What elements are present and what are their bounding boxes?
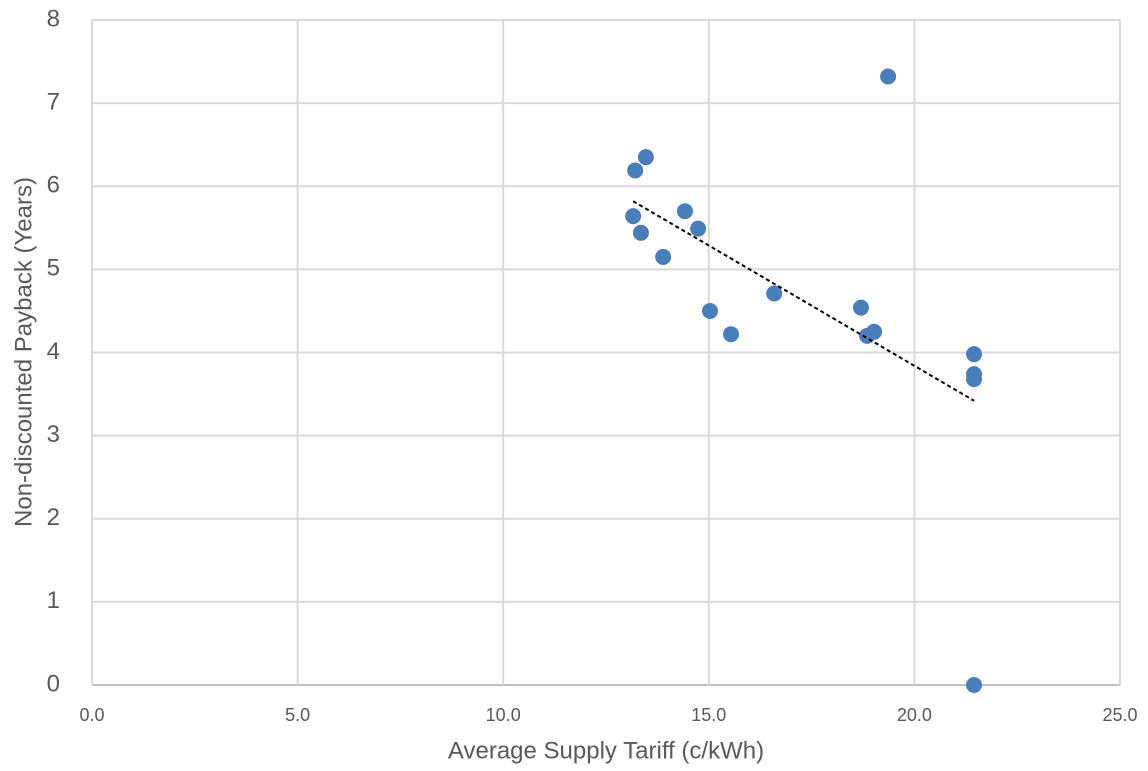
x-tick-label: 5.0 bbox=[285, 705, 310, 725]
x-tick-label: 0.0 bbox=[79, 705, 104, 725]
point bbox=[859, 327, 876, 344]
y-tick-label: 1 bbox=[47, 587, 60, 614]
point bbox=[966, 677, 983, 693]
point bbox=[966, 371, 983, 388]
point bbox=[880, 68, 897, 85]
point bbox=[690, 220, 707, 237]
point bbox=[852, 299, 869, 316]
y-tick-label: 8 bbox=[47, 5, 60, 32]
point bbox=[627, 162, 644, 179]
y-tick-label: 4 bbox=[47, 338, 60, 365]
point bbox=[676, 203, 693, 220]
x-tick-label: 15.0 bbox=[691, 705, 726, 725]
y-tick-label: 0 bbox=[47, 670, 60, 697]
y-tick-label: 6 bbox=[47, 172, 60, 199]
point bbox=[655, 248, 672, 265]
point bbox=[637, 149, 654, 166]
y-tick-label: 7 bbox=[47, 88, 60, 115]
x-axis-label: Average Supply Tariff (c/kWh) bbox=[448, 737, 764, 764]
point bbox=[632, 224, 649, 241]
trendline bbox=[632, 200, 975, 402]
y-tick-label: 3 bbox=[47, 421, 60, 448]
point bbox=[723, 326, 740, 343]
x-tick-label: 20.0 bbox=[897, 705, 932, 725]
y-axis-label: Non-discounted Payback (Years) bbox=[10, 177, 37, 527]
y-tick-label: 2 bbox=[47, 504, 60, 531]
x-tick-label: 10.0 bbox=[486, 705, 521, 725]
point bbox=[625, 208, 642, 225]
point bbox=[966, 346, 983, 363]
y-tick-label: 5 bbox=[47, 255, 60, 282]
point bbox=[766, 285, 783, 302]
x-tick-label: 25.0 bbox=[1102, 705, 1137, 725]
point bbox=[702, 302, 719, 319]
